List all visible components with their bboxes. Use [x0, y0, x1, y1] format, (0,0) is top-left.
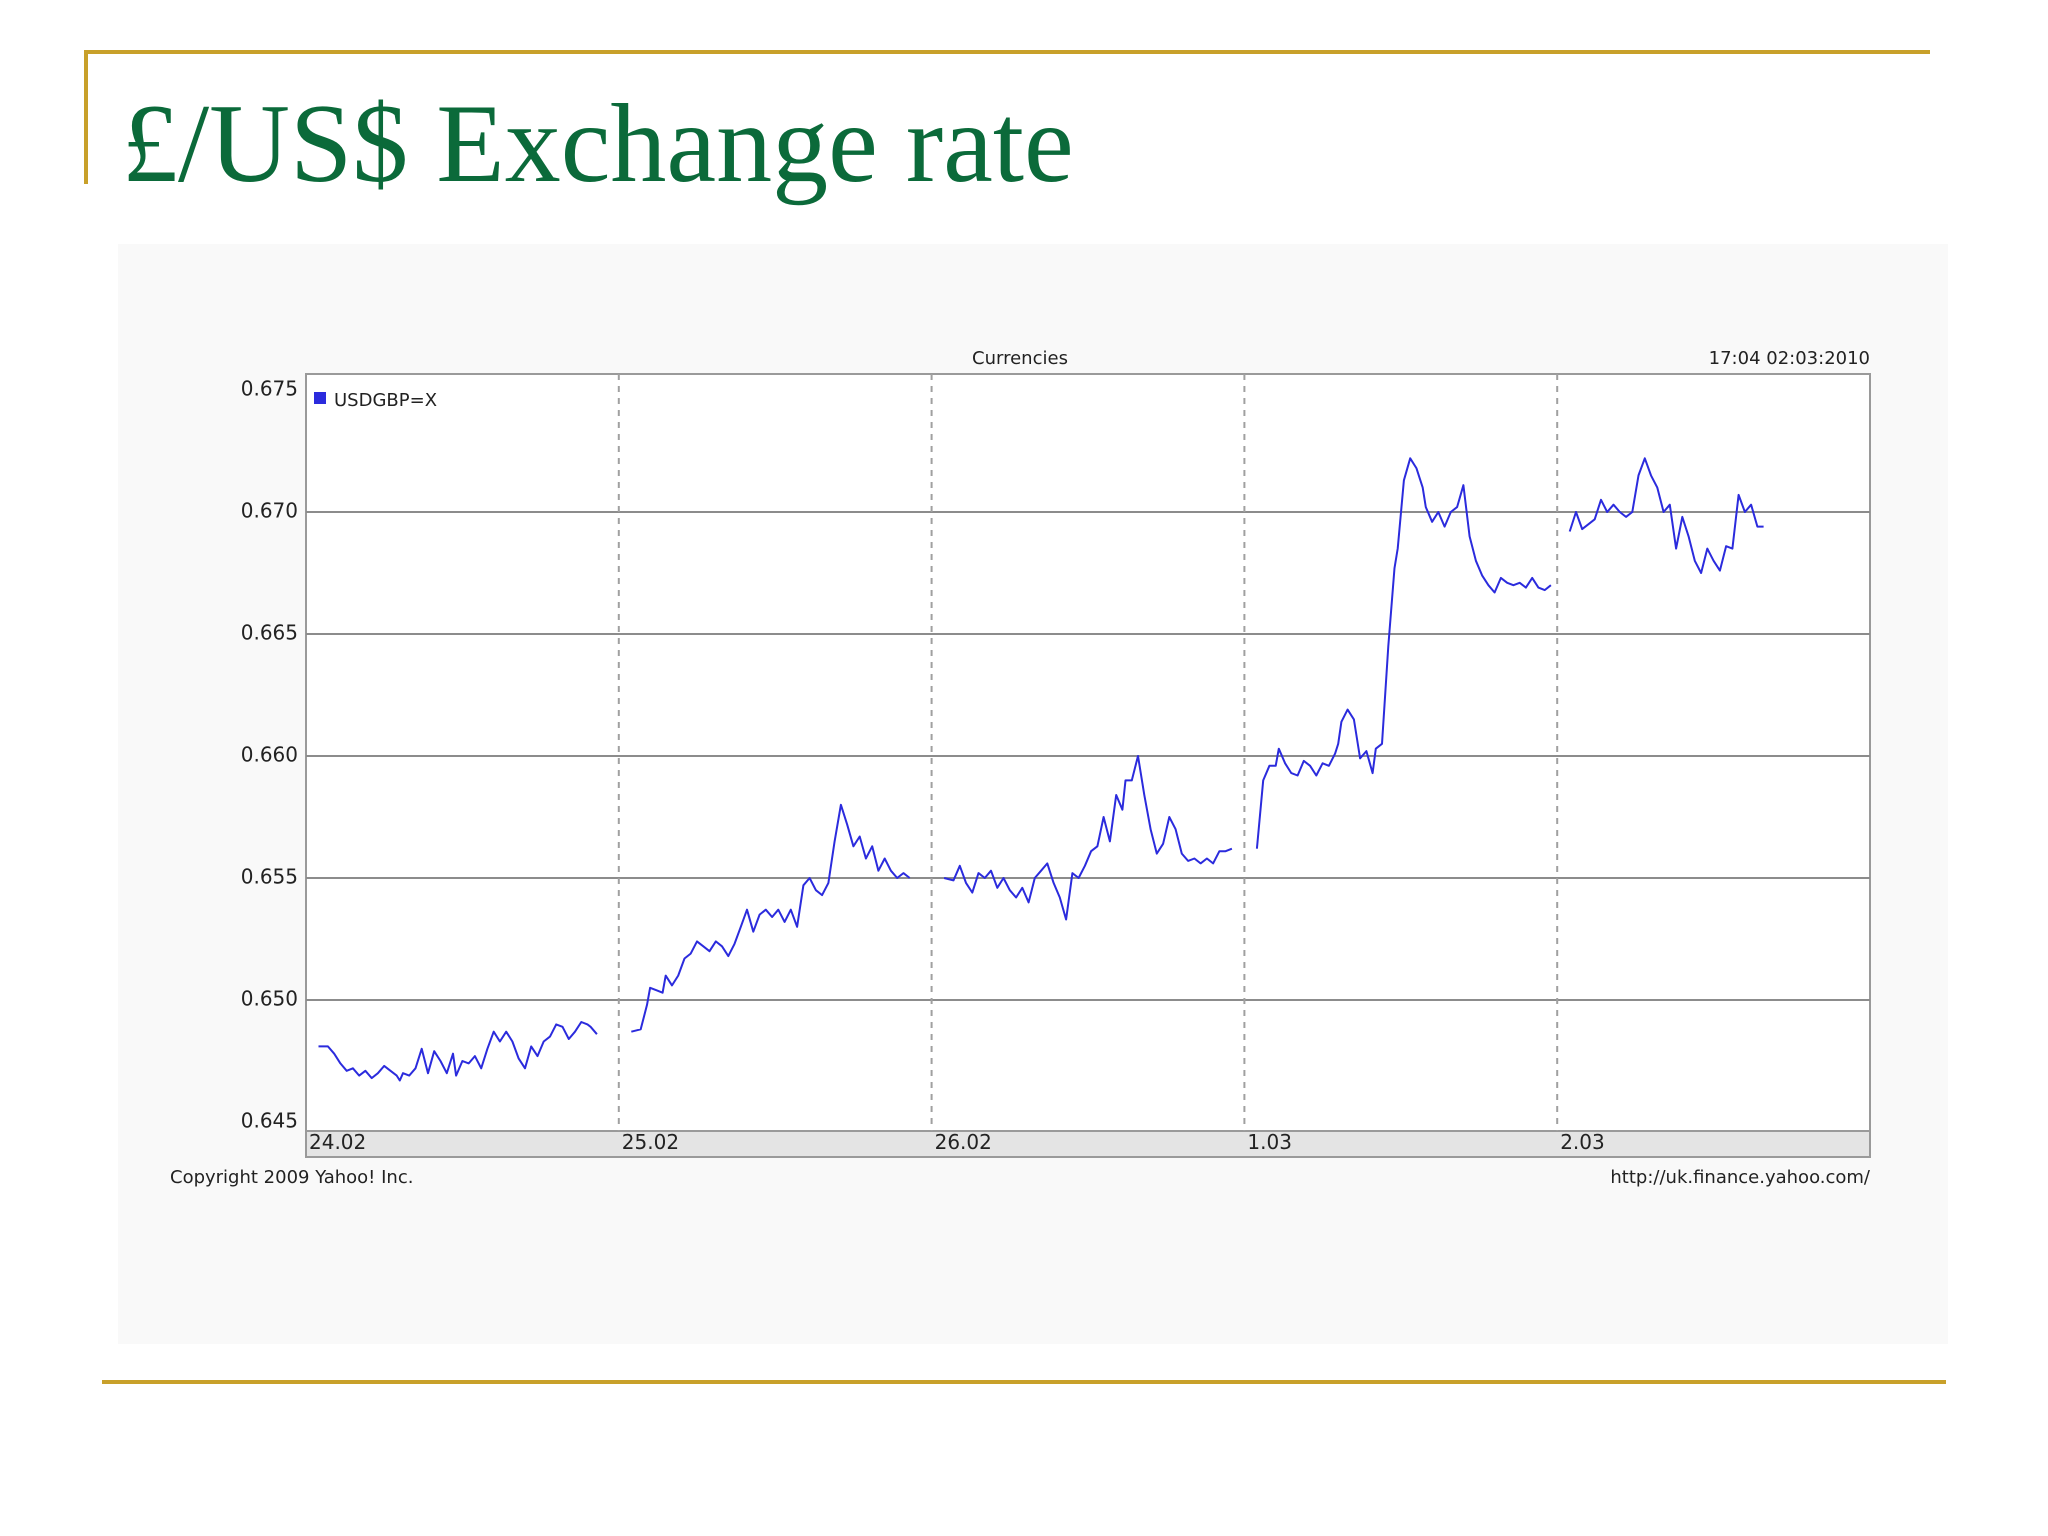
x-tick-label: 1.03 [1247, 1130, 1292, 1154]
series-line-segment [318, 1021, 598, 1082]
series-line-segment [631, 803, 911, 1033]
y-tick-label: 0.645 [241, 1109, 298, 1133]
x-tick-label: 25.02 [622, 1130, 679, 1154]
x-tick-label: 2.03 [1560, 1130, 1605, 1154]
y-tick-label: 0.660 [241, 743, 298, 767]
legend-swatch [314, 392, 326, 404]
y-tick-label: 0.665 [241, 621, 298, 645]
y-tick-label: 0.650 [241, 987, 298, 1011]
label-layer: 0.675 0.670 0.665 0.660 0.655 0.650 0.645 24.02… [241, 377, 1605, 1155]
y-tick-label: 0.670 [241, 499, 298, 523]
top-accent-rule [84, 50, 1930, 54]
x-tick-label: 26.02 [935, 1130, 992, 1154]
grid-layer [306, 374, 1870, 1131]
y-tick-label: 0.655 [241, 865, 298, 889]
legend-label: USDGBP=X [334, 390, 437, 411]
series-line-segment [1568, 457, 1764, 574]
x-axis-band [305, 1130, 1871, 1158]
series-line-segment [1255, 457, 1552, 849]
y-tick-label: 0.675 [241, 377, 298, 401]
footer-url: http://uk.finance.yahoo.com/ [1610, 1167, 1871, 1188]
slide-title: £/US$ Exchange rate [122, 82, 1074, 206]
x-tick-label: 24.02 [309, 1130, 366, 1154]
line-layer [318, 457, 1764, 1082]
bottom-accent-rule [102, 1380, 1946, 1384]
left-accent-rule [84, 50, 88, 184]
footer-copyright: Copyright 2009 Yahoo! Inc. [170, 1167, 413, 1188]
series-line-segment [943, 755, 1233, 921]
chart-timestamp: 17:04 02:03:2010 [1709, 348, 1870, 369]
chart-title: Currencies [972, 348, 1068, 369]
plot-area [305, 373, 1871, 1132]
